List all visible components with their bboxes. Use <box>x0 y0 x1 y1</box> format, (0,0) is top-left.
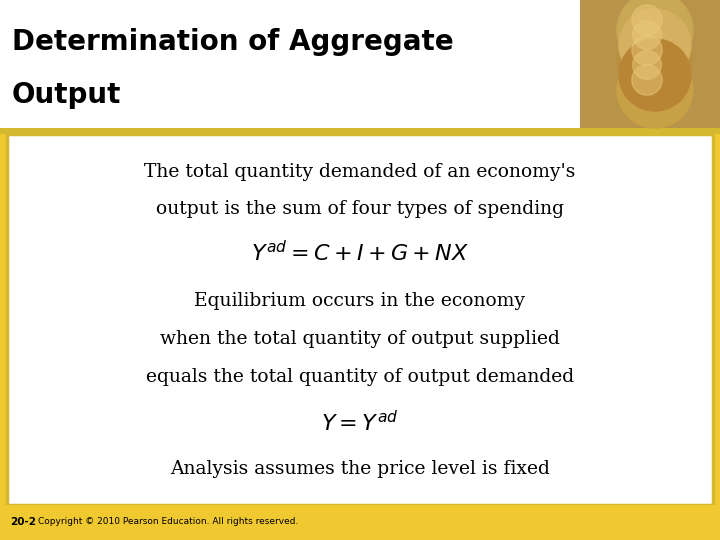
Circle shape <box>633 51 662 79</box>
Circle shape <box>619 9 691 81</box>
Circle shape <box>633 21 662 49</box>
Circle shape <box>632 65 662 95</box>
Circle shape <box>632 35 662 65</box>
Bar <box>0 128 720 134</box>
Text: Analysis assumes the price level is fixed: Analysis assumes the price level is fixe… <box>170 460 550 478</box>
Bar <box>0 505 720 540</box>
Bar <box>0 0 720 128</box>
Text: Equilibrium occurs in the economy: Equilibrium occurs in the economy <box>194 292 526 310</box>
Bar <box>580 0 720 128</box>
Text: 20-2: 20-2 <box>10 517 36 527</box>
Text: $Y = Y^{ad}$: $Y = Y^{ad}$ <box>321 411 399 437</box>
Bar <box>7 134 713 505</box>
Text: The total quantity demanded of an economy's: The total quantity demanded of an econom… <box>144 163 576 181</box>
Text: equals the total quantity of output demanded: equals the total quantity of output dema… <box>146 368 574 386</box>
Text: Determination of Aggregate: Determination of Aggregate <box>12 28 454 56</box>
Circle shape <box>617 52 693 128</box>
Text: Copyright © 2010 Pearson Education. All rights reserved.: Copyright © 2010 Pearson Education. All … <box>38 517 298 526</box>
Circle shape <box>617 0 693 68</box>
Text: $Y^{ad} = C + I + G + NX$: $Y^{ad} = C + I + G + NX$ <box>251 241 469 267</box>
Text: Output: Output <box>12 81 122 109</box>
Text: when the total quantity of output supplied: when the total quantity of output suppli… <box>160 330 560 348</box>
Circle shape <box>619 39 691 111</box>
Circle shape <box>632 5 662 35</box>
Text: output is the sum of four types of spending: output is the sum of four types of spend… <box>156 200 564 218</box>
Circle shape <box>617 22 693 98</box>
